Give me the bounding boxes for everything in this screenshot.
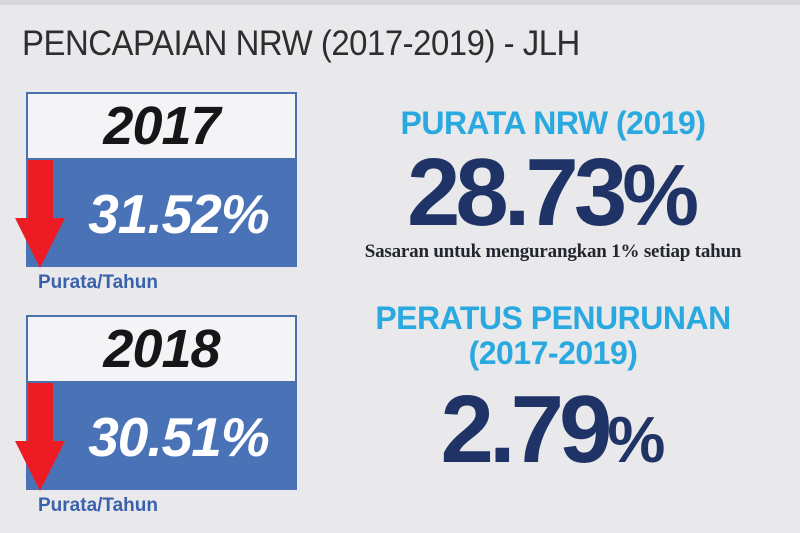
year-label: 2018 — [103, 319, 220, 379]
card-caption: Purata/Tahun — [38, 272, 158, 293]
arrow-head — [15, 218, 65, 268]
year-card-header: 2017 — [26, 92, 297, 160]
year-card-2018: 2018 30.51% Purata/Tahun — [15, 315, 297, 516]
stat-purata-nrw-2019: PURATA NRW (2019) 28.73% Sasaran untuk m… — [353, 105, 753, 263]
down-arrow-icon — [15, 160, 66, 360]
percent-sign: % — [622, 148, 700, 245]
year-card-2017: 2017 31.52% Purata/Tahun — [15, 92, 297, 293]
arrow-shaft — [28, 383, 53, 442]
down-arrow-icon — [15, 383, 66, 533]
nrw-value: 31.52% — [88, 182, 270, 245]
percent-sign: % — [607, 402, 666, 476]
stat-heading-line2: (2017-2019) — [468, 335, 638, 372]
stat-value-number: 2.79 — [440, 375, 613, 483]
nrw-value: 30.51% — [88, 405, 270, 468]
stat-value: 2.79% — [353, 381, 753, 478]
stat-heading: PERATUS PENURUNAN (2017-2019) — [353, 301, 753, 371]
page-title: PENCAPAIAN NRW (2017-2019) - JLH — [22, 24, 580, 63]
stat-note: Sasaran untuk mengurangkan 1% setiap tah… — [364, 241, 742, 263]
stat-value-number: 28.73 — [406, 139, 627, 247]
stats-column: PURATA NRW (2019) 28.73% Sasaran untuk m… — [353, 105, 753, 478]
stat-value: 28.73% — [353, 145, 753, 241]
stat-heading: PURATA NRW (2019) — [400, 105, 706, 141]
arrow-shaft — [28, 160, 53, 219]
card-caption: Purata/Tahun — [38, 495, 158, 516]
stat-peratus-penurunan: PERATUS PENURUNAN (2017-2019) 2.79% — [353, 301, 753, 477]
year-card-header: 2018 — [26, 315, 297, 383]
stat-heading-line1: PERATUS PENURUNAN — [375, 300, 731, 337]
year-label: 2017 — [103, 96, 220, 156]
year-card-body: 30.51% — [26, 383, 297, 490]
top-strip — [0, 0, 800, 5]
arrow-head — [15, 441, 65, 491]
year-card-body: 31.52% — [26, 160, 297, 267]
